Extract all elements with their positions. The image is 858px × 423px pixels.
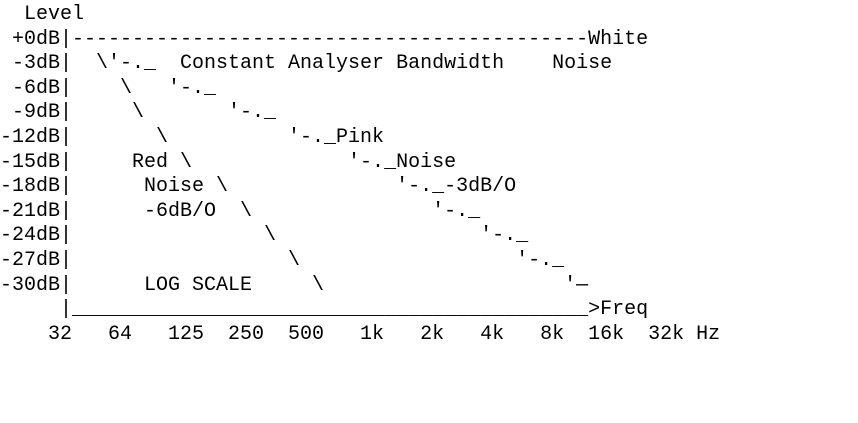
ascii-line-11: -30dB| LOG SCALE \ '— [0, 273, 589, 297]
ascii-line-4: -9dB| \ '-._ [0, 101, 277, 125]
ascii-line-2: -3dB| \'-._ Constant Analyser Bandwidth … [0, 52, 613, 76]
noise-spectrum-ascii-diagram: Level +0dB|-----------------------------… [0, 3, 720, 347]
ascii-line-12: |_______________________________________… [0, 298, 649, 322]
ascii-line-5: -12dB| \ '-._Pink [0, 125, 385, 149]
ascii-line-10: -27dB| \ '-._ [0, 248, 565, 272]
ascii-line-1: +0dB|-----------------------------------… [0, 27, 649, 51]
ascii-line-6: -15dB| Red \ '-._Noise [0, 150, 457, 174]
ascii-line-8: -21dB| -6dB/O \ '-._ [0, 199, 481, 223]
ascii-line-3: -6dB| \ '-._ [0, 76, 217, 100]
ascii-line-0: Level [0, 3, 85, 26]
ascii-line-13: 32 64 125 250 500 1k 2k 4k 8k 16k 32k Hz [0, 322, 721, 346]
ascii-line-7: -18dB| Noise \ '-._-3dB/O [0, 175, 517, 199]
ascii-line-9: -24dB| \ '-._ [0, 224, 529, 248]
